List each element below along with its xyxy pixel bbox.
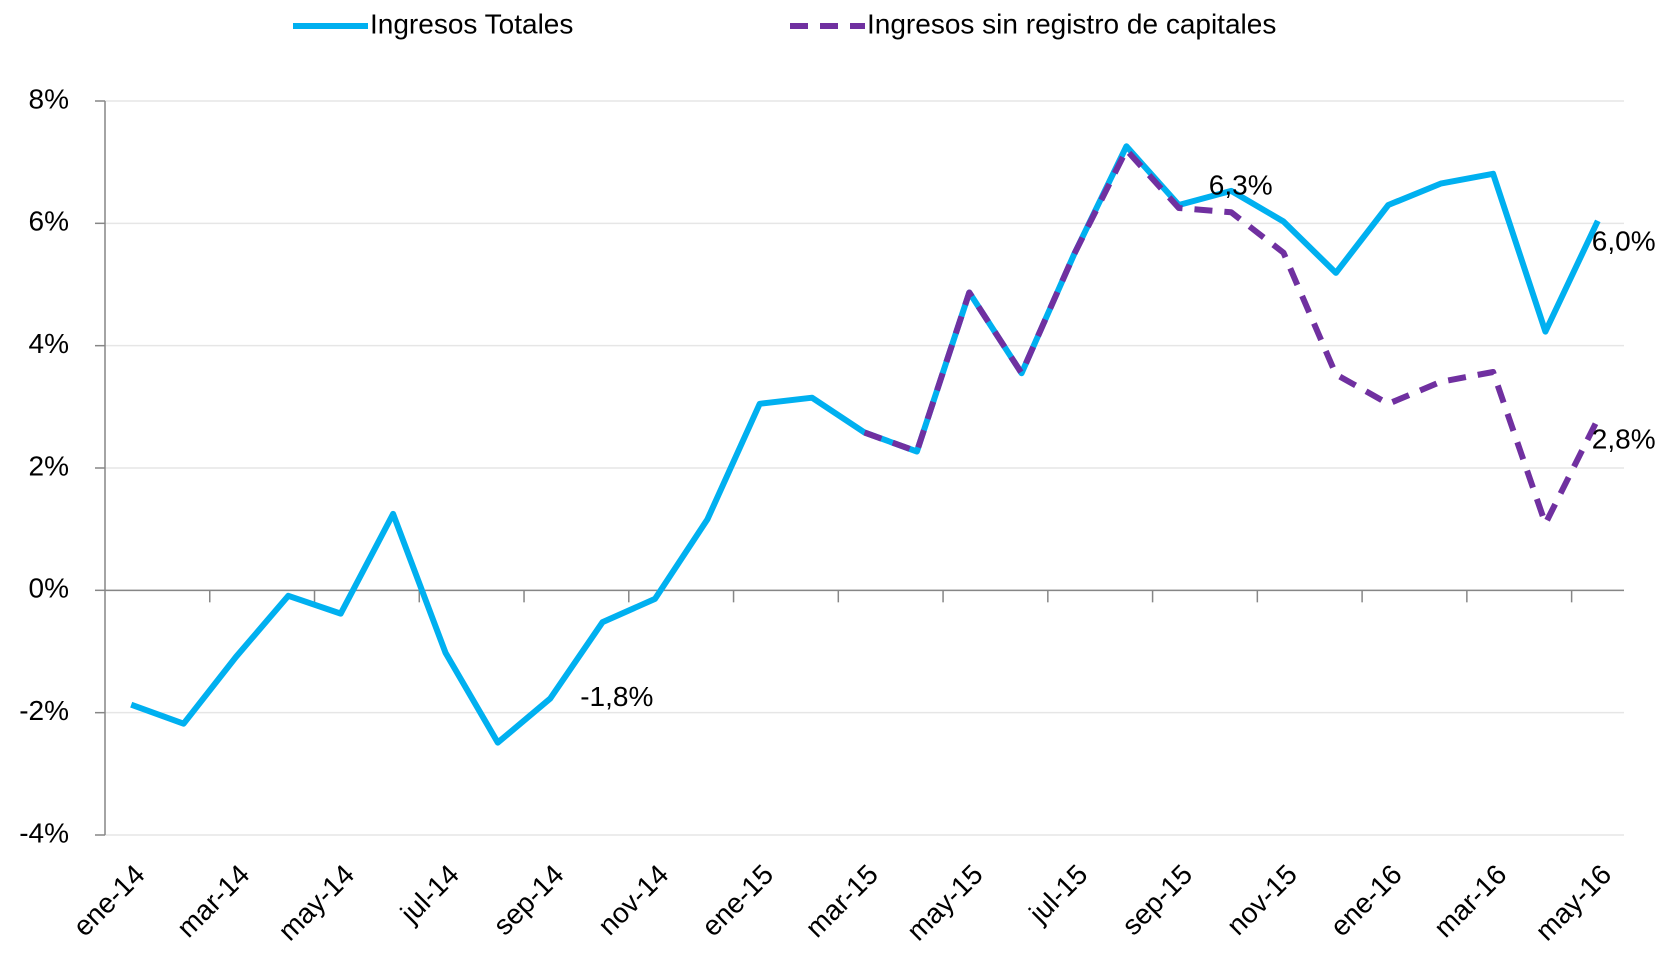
x-tick-label: ene-14 [67,859,151,943]
x-tick-label: may-14 [272,859,360,947]
x-tick-label: mar-16 [1428,859,1513,944]
y-tick-label: -2% [19,695,69,726]
x-tick-label: may-15 [901,859,989,947]
data-label: 6,3% [1209,169,1273,200]
legend-label: Ingresos Totales [370,8,573,39]
series-line [130,143,1601,746]
x-tick-label: nov-14 [592,859,674,941]
y-tick-label: -4% [19,817,69,848]
x-tick-label: mar-15 [799,859,884,944]
x-tick-label: nov-15 [1221,859,1303,941]
x-tick-label: sep-15 [1116,859,1198,941]
x-tick-label: jul-15 [1022,859,1093,930]
data-label: 6,0% [1592,225,1656,256]
x-tick-label: ene-15 [696,859,780,943]
x-tick-label: jul-14 [394,859,465,930]
y-tick-label: 2% [29,450,69,481]
legend-label: Ingresos sin registro de capitales [867,8,1276,39]
y-tick-label: 4% [29,328,69,359]
data-label: 2,8% [1592,423,1656,454]
data-label: -1,8% [580,681,653,712]
y-tick-label: 8% [29,83,69,114]
y-tick-label: 0% [29,573,69,604]
x-tick-label: mar-14 [171,859,256,944]
series-line [863,146,1601,527]
x-tick-label: may-16 [1529,859,1617,947]
x-tick-label: sep-14 [487,859,569,941]
y-tick-label: 6% [29,206,69,237]
x-tick-label: ene-16 [1324,859,1408,943]
